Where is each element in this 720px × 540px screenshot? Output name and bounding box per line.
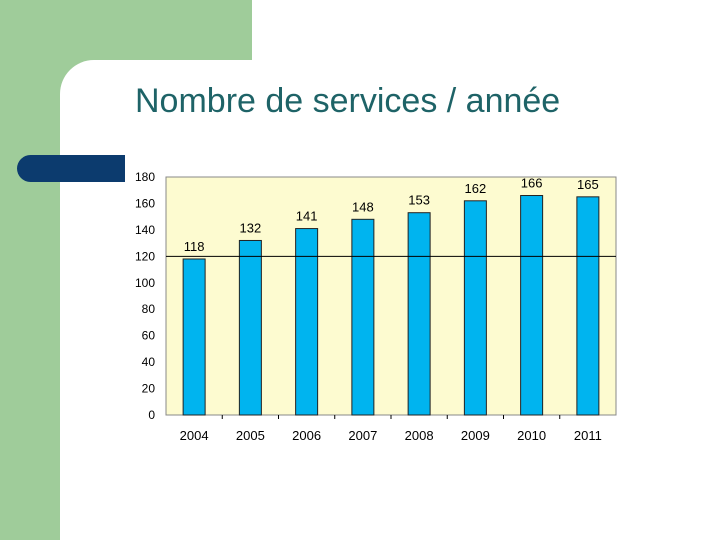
x-tick-label: 2008 [405, 428, 434, 443]
y-tick-label: 20 [142, 382, 156, 396]
bar [182, 258, 206, 416]
y-tick-label: 160 [135, 196, 155, 210]
bar [238, 239, 262, 416]
x-tick-label: 2006 [292, 428, 321, 443]
bar-data-label: 148 [352, 199, 374, 214]
y-tick-label: 60 [142, 329, 156, 343]
bar-data-label: 132 [240, 220, 262, 235]
bar [295, 228, 319, 416]
bar-data-label: 166 [521, 176, 543, 191]
bar-data-label: 165 [577, 177, 599, 192]
bar [351, 218, 375, 416]
x-tick-label: 2011 [574, 428, 602, 443]
y-tick-label: 0 [148, 408, 155, 422]
y-tick-label: 120 [135, 249, 155, 263]
bar-chart: 0 20 40 60 80 100 120 140 160 180 118 2004 132 2005 14… [135, 170, 617, 443]
bar-data-label: 162 [465, 181, 487, 196]
plot-area [165, 176, 617, 416]
bar [407, 212, 431, 416]
x-tick-label: 2007 [348, 428, 377, 443]
y-tick-label: 40 [142, 355, 156, 369]
x-tick-label: 2010 [517, 428, 546, 443]
bar [520, 195, 544, 416]
bar-data-label: 141 [296, 209, 318, 224]
navy-accent-bar [17, 155, 125, 182]
y-tick-label: 140 [135, 223, 155, 237]
bar [576, 196, 600, 416]
x-tick-label: 2004 [180, 428, 209, 443]
slide-title: Nombre de services / année [135, 82, 561, 120]
y-tick-label: 80 [142, 302, 156, 316]
x-tick-label: 2009 [461, 428, 490, 443]
bar-data-label: 118 [184, 239, 205, 254]
y-tick-label: 180 [135, 170, 155, 184]
bar [463, 200, 487, 416]
bar-data-label: 153 [408, 193, 430, 208]
y-tick-label: 100 [135, 276, 155, 290]
x-tick-label: 2005 [236, 428, 265, 443]
